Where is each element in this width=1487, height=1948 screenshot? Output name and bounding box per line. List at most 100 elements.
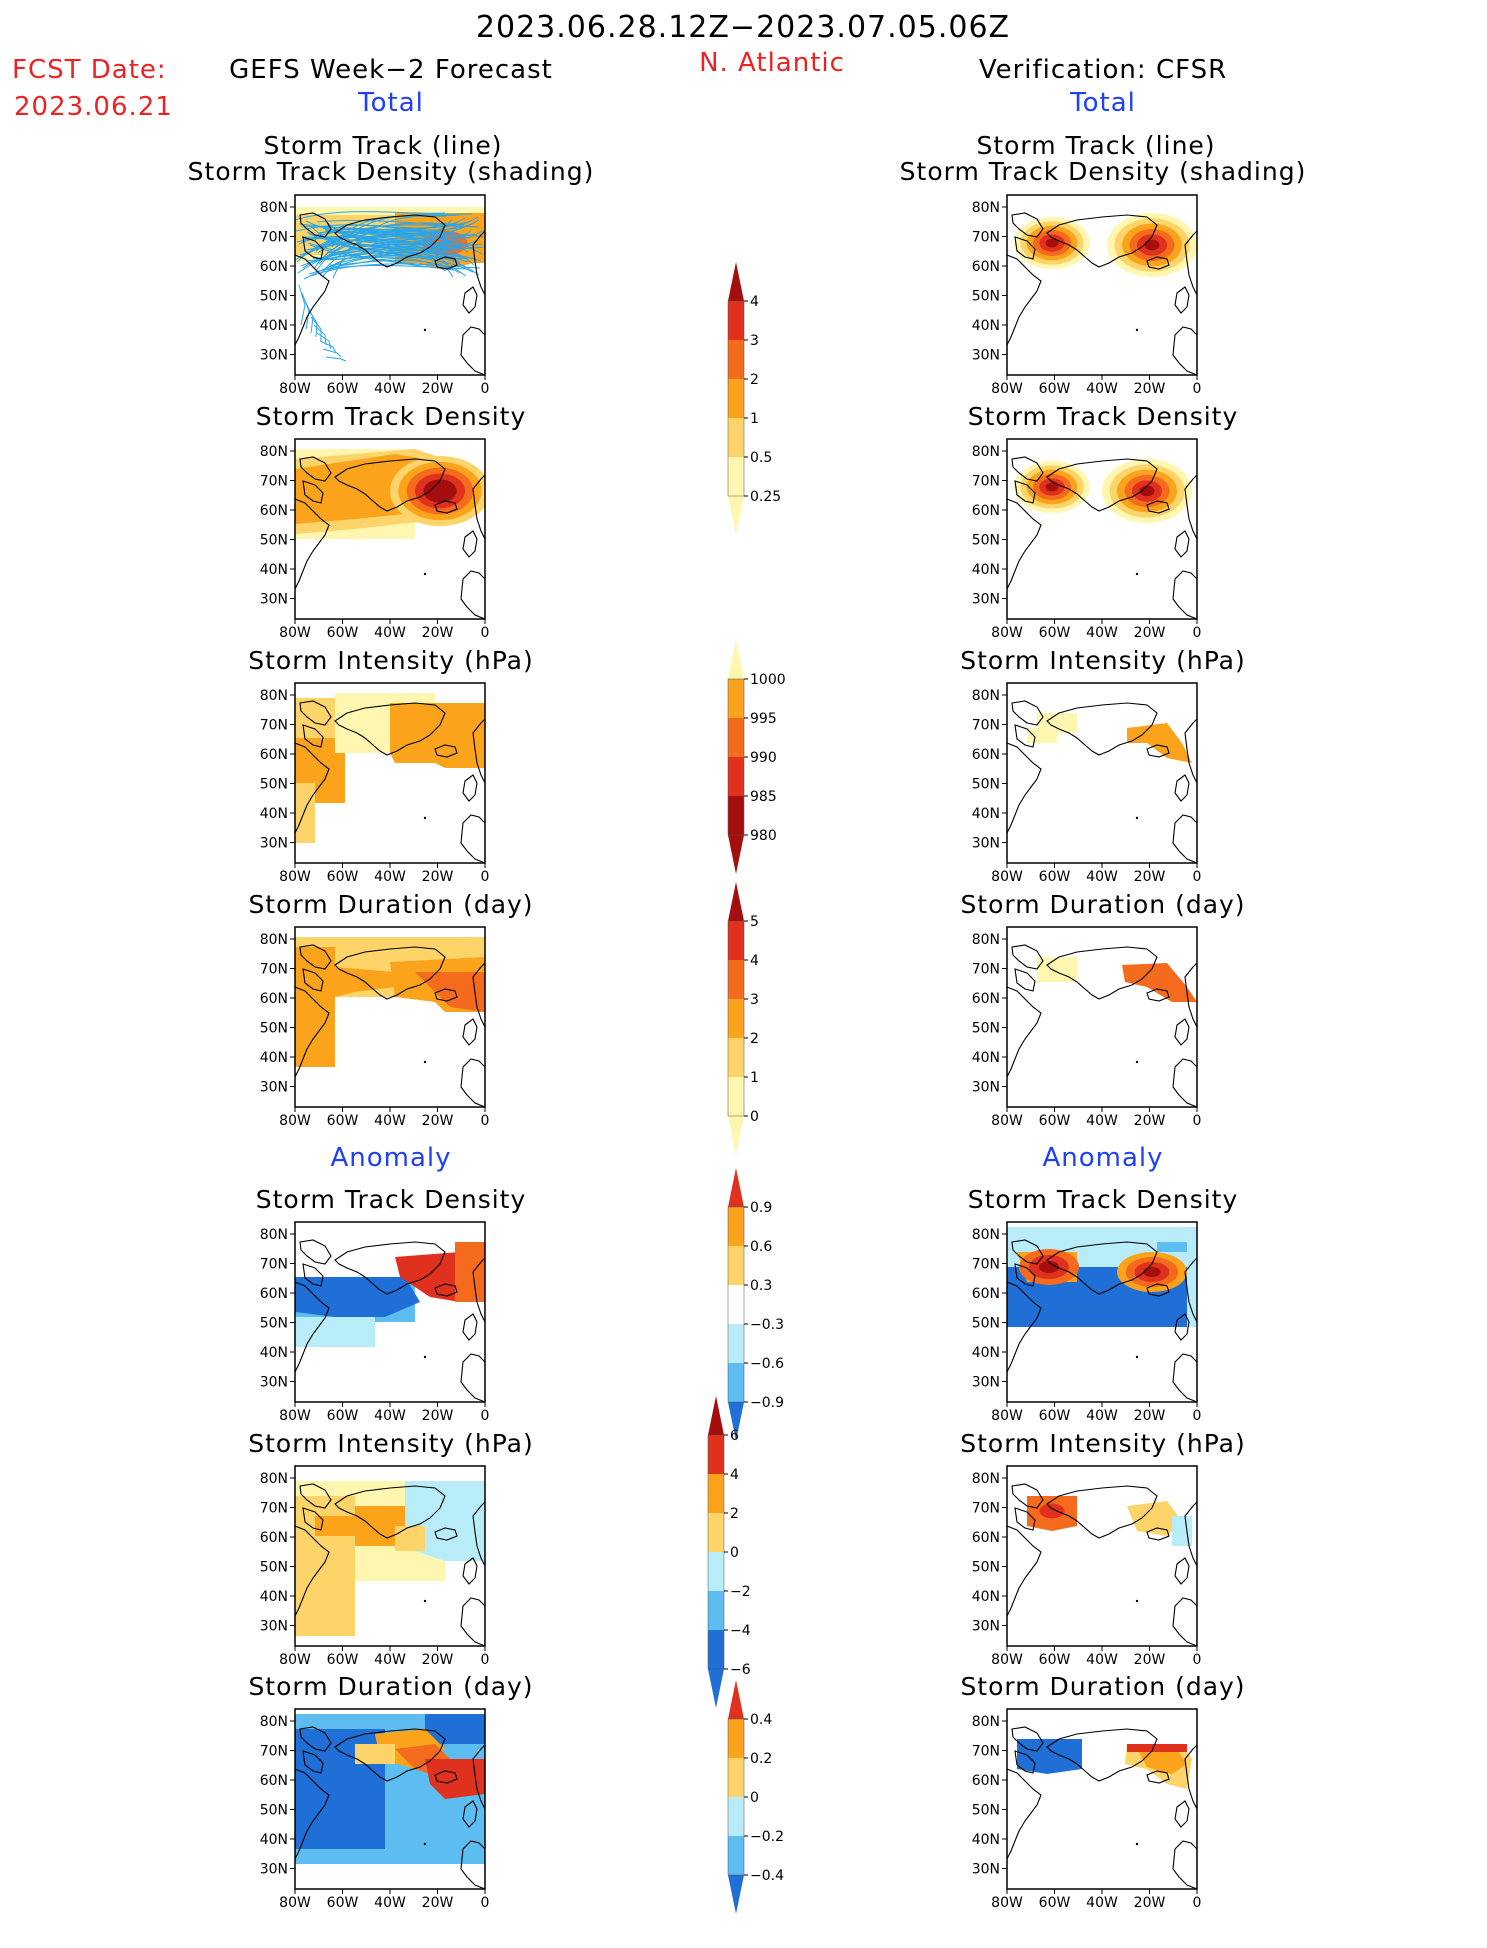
svg-text:60W: 60W: [1039, 1652, 1071, 1668]
svg-text:40W: 40W: [374, 1895, 406, 1911]
svg-text:2: 2: [750, 372, 759, 388]
svg-text:80W: 80W: [991, 625, 1023, 641]
svg-text:30N: 30N: [972, 348, 1000, 364]
svg-text:40W: 40W: [1086, 1113, 1118, 1129]
svg-text:60W: 60W: [1039, 1895, 1071, 1911]
svg-text:50N: 50N: [972, 533, 1000, 549]
svg-text:1: 1: [750, 411, 759, 427]
svg-text:60N: 60N: [972, 747, 1000, 763]
svg-text:60W: 60W: [1039, 1408, 1071, 1424]
panel-title-duration-right: Storm Duration (day): [960, 890, 1246, 919]
svg-text:30N: 30N: [260, 1080, 288, 1096]
svg-text:40W: 40W: [374, 869, 406, 885]
svg-text:80W: 80W: [991, 1408, 1023, 1424]
svg-text:60N: 60N: [260, 503, 288, 519]
svg-text:1000: 1000: [750, 672, 786, 688]
svg-text:60N: 60N: [260, 1773, 288, 1789]
svg-text:20W: 20W: [1134, 1652, 1166, 1668]
svg-text:80W: 80W: [279, 1652, 311, 1668]
panel-title-intensity-anom-left: Storm Intensity (hPa): [248, 1429, 534, 1458]
svg-text:2: 2: [730, 1506, 739, 1522]
svg-text:−2: −2: [730, 1584, 751, 1600]
svg-text:60N: 60N: [972, 991, 1000, 1007]
svg-text:40N: 40N: [260, 806, 288, 822]
svg-text:60W: 60W: [1039, 1113, 1071, 1129]
svg-text:50N: 50N: [260, 1021, 288, 1037]
svg-text:40W: 40W: [1086, 1895, 1118, 1911]
map-intensity-verification: 80N 70N 60N 50N 40N 30N 80W 60W 40W 20W 0: [952, 678, 1212, 892]
map-density-verification: 80N 70N 60N 50N 40N 30N 80W 60W 40W 20W 0: [952, 434, 1212, 648]
svg-text:30N: 30N: [972, 1375, 1000, 1391]
right-column-title: Verification: CFSR: [978, 55, 1228, 85]
svg-text:60W: 60W: [327, 381, 359, 397]
svg-text:995: 995: [750, 711, 777, 727]
svg-text:50N: 50N: [972, 1560, 1000, 1576]
svg-text:40N: 40N: [972, 806, 1000, 822]
svg-text:0.3: 0.3: [750, 1278, 772, 1294]
svg-text:70N: 70N: [972, 962, 1000, 978]
svg-text:80W: 80W: [279, 1113, 311, 1129]
colorbar-intensity-anomaly: 6 4 2 0 −2 −4 −6: [696, 1396, 776, 1742]
svg-text:80W: 80W: [279, 1408, 311, 1424]
svg-text:60W: 60W: [327, 1652, 359, 1668]
svg-text:40W: 40W: [1086, 869, 1118, 885]
svg-text:70N: 70N: [972, 1501, 1000, 1517]
panel-title-density-left: Storm Track Density: [255, 402, 527, 431]
svg-text:40W: 40W: [374, 381, 406, 397]
date-range-title: 2023.06.28.12Z−2023.07.05.06Z: [475, 10, 1011, 45]
svg-text:20W: 20W: [1134, 869, 1166, 885]
svg-text:3: 3: [750, 333, 759, 349]
svg-text:6: 6: [730, 1428, 739, 1444]
svg-text:20W: 20W: [422, 1113, 454, 1129]
svg-text:0.4: 0.4: [750, 1712, 772, 1728]
panel-title-track-line-left: Storm Track (line): [263, 131, 503, 160]
svg-text:40W: 40W: [374, 625, 406, 641]
svg-text:40W: 40W: [1086, 1652, 1118, 1668]
svg-text:−6: −6: [730, 1662, 751, 1678]
svg-text:70N: 70N: [260, 718, 288, 734]
svg-text:40N: 40N: [972, 1832, 1000, 1848]
svg-text:980: 980: [750, 828, 777, 844]
svg-text:−0.6: −0.6: [750, 1356, 784, 1372]
map-track-verification: 80N 70N 60N 50N 40N 30N 80W 60W 40W 20W 0: [952, 190, 1212, 404]
svg-text:2: 2: [750, 1031, 759, 1047]
panel-title-density-anom-left: Storm Track Density: [255, 1185, 527, 1214]
svg-text:20W: 20W: [1134, 381, 1166, 397]
svg-text:60N: 60N: [260, 1530, 288, 1546]
panel-title-intensity-anom-right: Storm Intensity (hPa): [960, 1429, 1246, 1458]
svg-text:60N: 60N: [260, 991, 288, 1007]
svg-text:50N: 50N: [260, 1316, 288, 1332]
svg-text:30N: 30N: [972, 836, 1000, 852]
svg-text:−0.2: −0.2: [750, 1829, 784, 1845]
svg-text:30N: 30N: [972, 1619, 1000, 1635]
map-track-forecast: 80N 70N 60N 50N 40N 30N 80W 60W 40W 20W 0: [240, 190, 500, 404]
left-total-label: Total: [358, 88, 424, 118]
svg-text:0.6: 0.6: [750, 1239, 772, 1255]
svg-text:80N: 80N: [972, 1714, 1000, 1730]
svg-text:40W: 40W: [1086, 381, 1118, 397]
svg-text:80W: 80W: [279, 625, 311, 641]
svg-text:5: 5: [750, 914, 759, 930]
svg-text:60N: 60N: [260, 259, 288, 275]
svg-text:80W: 80W: [991, 381, 1023, 397]
svg-text:0.9: 0.9: [750, 1200, 772, 1216]
right-anomaly-label: Anomaly: [1042, 1143, 1164, 1173]
svg-text:60W: 60W: [327, 1408, 359, 1424]
svg-text:80N: 80N: [260, 1227, 288, 1243]
svg-text:70N: 70N: [972, 230, 1000, 246]
svg-text:0: 0: [1193, 1113, 1202, 1129]
svg-text:40W: 40W: [374, 1408, 406, 1424]
panel-title-duration-anom-right: Storm Duration (day): [960, 1672, 1246, 1701]
svg-text:80N: 80N: [972, 1227, 1000, 1243]
svg-text:40N: 40N: [260, 1345, 288, 1361]
svg-text:60N: 60N: [260, 1286, 288, 1302]
svg-text:60W: 60W: [327, 1895, 359, 1911]
svg-text:50N: 50N: [972, 1316, 1000, 1332]
svg-text:60W: 60W: [1039, 625, 1071, 641]
svg-text:40N: 40N: [260, 1832, 288, 1848]
svg-text:20W: 20W: [422, 1895, 454, 1911]
map-density-anomaly-forecast: 80N 70N 60N 50N 40N 30N 80W 60W 40W 20W 0: [240, 1217, 500, 1431]
svg-text:30N: 30N: [260, 836, 288, 852]
svg-text:60W: 60W: [327, 869, 359, 885]
panel-title-intensity-right: Storm Intensity (hPa): [960, 646, 1246, 675]
